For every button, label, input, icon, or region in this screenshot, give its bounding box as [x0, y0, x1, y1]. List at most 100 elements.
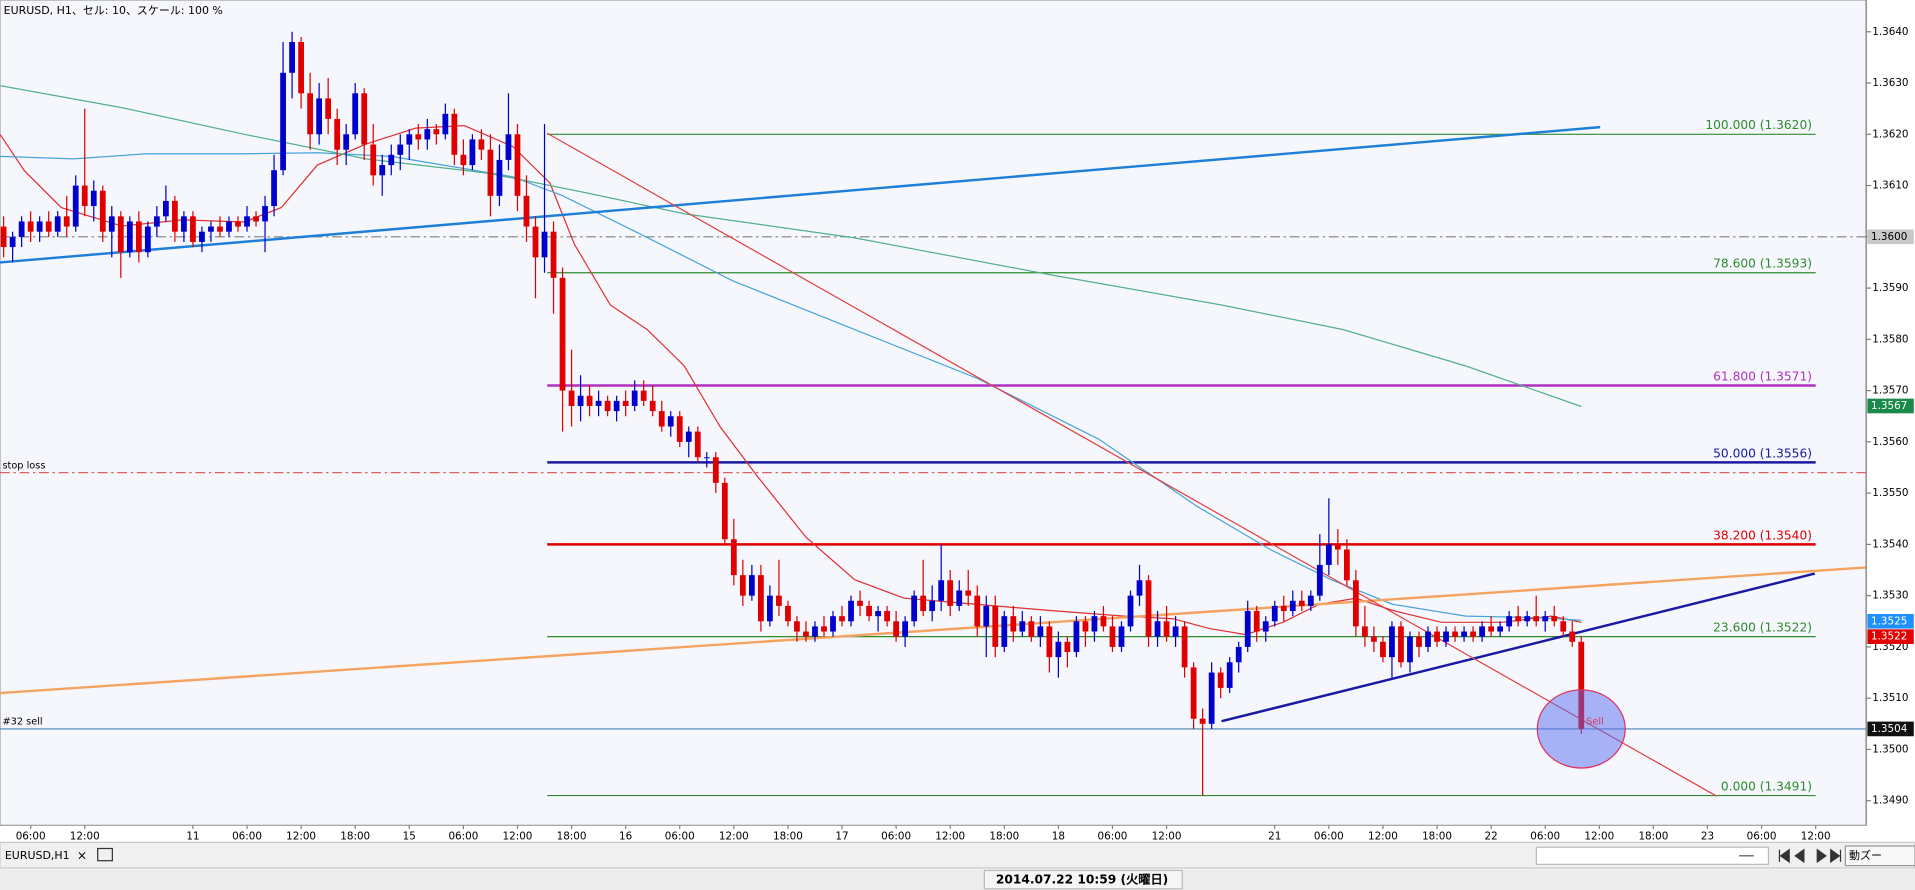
candle-body: [388, 154, 395, 166]
x-tick-label: 18:00: [989, 830, 1019, 842]
tab-label[interactable]: EURUSD,H1: [5, 849, 70, 862]
candle-body: [144, 226, 151, 253]
candle-body: [1434, 631, 1440, 642]
nav-buttons[interactable]: [1778, 848, 1842, 864]
candle-body: [54, 216, 61, 232]
candle-body: [1181, 626, 1188, 668]
candle-body: [406, 134, 413, 145]
x-tick-label: 06:00: [448, 830, 478, 842]
candle-body: [280, 72, 286, 171]
y-tick-label: 1.3520: [1872, 641, 1908, 653]
x-tick-label: 12:00: [70, 830, 100, 842]
candle-body: [1334, 544, 1341, 550]
candle-body: [190, 216, 196, 242]
candle-body: [911, 595, 918, 622]
candle-body: [370, 144, 377, 176]
candle-body: [929, 600, 936, 612]
candle-body: [613, 400, 620, 412]
candle-body: [45, 221, 52, 232]
candle-body: [667, 416, 674, 427]
zoom-label[interactable]: 動ズー: [1849, 848, 1882, 862]
candle-body: [1073, 621, 1080, 653]
candle-body: [1461, 631, 1467, 637]
candle-body: [1497, 626, 1504, 632]
price-tag: [1867, 629, 1914, 644]
candle-body: [1010, 616, 1017, 632]
candle-body: [181, 216, 187, 232]
chart-title: EURUSD, H1、セル: 10、スケール: 100 %: [4, 4, 223, 17]
candle-body: [622, 400, 629, 406]
candle-body: [9, 236, 16, 248]
candle-body: [451, 113, 458, 155]
candle-body: [848, 600, 854, 622]
y-tick-label: 1.3630: [1872, 77, 1908, 89]
y-tick-label: 1.3540: [1872, 538, 1908, 550]
candle-body: [748, 575, 755, 596]
candle-body: [559, 277, 566, 391]
candle-body: [1398, 626, 1404, 663]
x-tick-label: 12:00: [719, 830, 749, 842]
candle-body: [1262, 621, 1269, 632]
price-tag-label: 1.3504: [1871, 723, 1908, 735]
candle-body: [1362, 626, 1368, 637]
candle-body: [1353, 580, 1359, 627]
candle-body: [1371, 636, 1377, 642]
fib-label: 78.600 (1.3593): [1713, 257, 1812, 271]
status-bar: [0, 869, 1915, 890]
candle-body: [36, 221, 43, 232]
fib-label: 61.800 (1.3571): [1713, 369, 1812, 383]
y-tick-label: 1.3640: [1872, 26, 1908, 38]
candle-body: [253, 216, 259, 222]
candle-body: [1145, 580, 1152, 637]
candle-body: [1271, 605, 1278, 622]
candle-body: [208, 226, 214, 232]
candle-body: [532, 226, 539, 258]
candle-body: [81, 185, 88, 207]
candle-body: [18, 221, 25, 237]
y-tick-label: 1.3610: [1872, 180, 1908, 192]
candle-body: [117, 216, 124, 253]
y-tick-label: 1.3570: [1872, 385, 1908, 397]
x-tick-label: 06:00: [881, 830, 911, 842]
candle-body: [550, 231, 557, 278]
x-tick-label: 12:00: [286, 830, 316, 842]
x-tick-label: 18:00: [557, 830, 587, 842]
status-box: [983, 869, 1183, 890]
candle-body: [1452, 631, 1458, 637]
candle-body: [90, 190, 97, 207]
candle-body: [1316, 564, 1323, 596]
candle-body: [1046, 626, 1053, 658]
candle-body: [830, 616, 836, 632]
y-tick-label: 1.3490: [1872, 795, 1908, 807]
candle-body: [361, 93, 368, 145]
x-tick-label: 15: [403, 830, 416, 842]
fib-label: 0.000 (1.3491): [1721, 780, 1812, 794]
candle-body: [1380, 641, 1386, 658]
candle-body: [974, 595, 981, 627]
x-tick-label: 06:00: [665, 830, 695, 842]
candle-body: [803, 631, 809, 637]
x-tick-label: 11: [186, 830, 199, 842]
moving-average: [0, 85, 1582, 408]
candle-body: [1542, 616, 1549, 622]
line-label: stop loss: [2, 460, 45, 471]
candle-body: [1533, 616, 1540, 622]
y-tick-label: 1.3580: [1872, 333, 1908, 345]
scroll-box[interactable]: [1535, 846, 1770, 865]
candle-body: [1280, 605, 1287, 612]
candle-body: [767, 595, 773, 622]
candle-body: [379, 165, 386, 176]
zoom-button[interactable]: [1844, 845, 1915, 867]
tab-close[interactable]: ×: [77, 848, 87, 862]
status-time: 2014.07.22 10:59 (火曜日): [996, 873, 1168, 887]
candle-body: [1163, 621, 1170, 637]
y-tick-label: 1.3550: [1872, 487, 1908, 499]
candle-body: [920, 595, 927, 612]
tab-icon[interactable]: [97, 847, 113, 862]
candle-body: [577, 395, 584, 406]
x-tick-label: 18:00: [1638, 830, 1668, 842]
x-tick-label: 06:00: [1530, 830, 1560, 842]
candle-body: [298, 42, 304, 94]
